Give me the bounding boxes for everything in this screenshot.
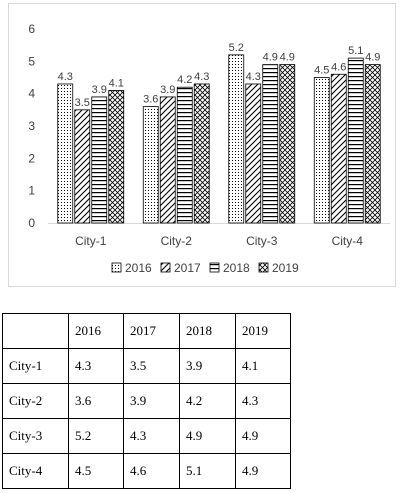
table-cell: City-2: [2, 383, 69, 419]
bar: [228, 54, 245, 224]
bar: [245, 83, 262, 224]
table-header-cell: [2, 313, 69, 349]
legend-label: 2018: [223, 261, 250, 275]
legend: 2016 2017 2018 2019: [111, 261, 299, 275]
bar: [279, 64, 296, 224]
bar: [364, 64, 381, 224]
table-row: City-1 4.3 3.5 3.9 4.1: [2, 348, 291, 384]
x-tick-label: City-1: [75, 234, 107, 248]
legend-label: 2016: [125, 261, 152, 275]
y-tick-label: 2: [28, 151, 35, 165]
data-label: 4.9: [365, 52, 380, 64]
table-cell: City-3: [2, 418, 69, 454]
table-header-cell: 2019: [235, 313, 291, 349]
data-label: 5.2: [229, 42, 244, 54]
table-cell: 4.9: [235, 453, 291, 489]
legend-swatch: [111, 262, 122, 273]
legend-swatch: [258, 262, 269, 273]
data-label: 3.6: [143, 94, 158, 106]
table-header-row: 2016 2017 2018 2019: [2, 313, 291, 349]
bar: [91, 96, 108, 224]
table-cell: 4.9: [179, 418, 236, 454]
table-cell: 4.3: [123, 418, 180, 454]
table-header-cell: 2017: [123, 313, 180, 349]
table-cell: 4.3: [68, 348, 124, 384]
table-cell: 4.5: [68, 453, 124, 489]
table-cell: 3.9: [123, 383, 180, 419]
table-cell: 4.6: [123, 453, 180, 489]
data-label: 4.3: [194, 71, 209, 83]
table-row: City-4 4.5 4.6 5.1 4.9: [2, 453, 291, 489]
data-label: 3.9: [160, 84, 175, 96]
data-label: 5.1: [348, 45, 363, 57]
data-label: 4.6: [331, 61, 346, 73]
data-label: 4.9: [280, 52, 295, 64]
bar: [74, 109, 91, 224]
table-cell: 4.1: [235, 348, 291, 384]
y-axis: 0 1 2 3 4 5 6: [28, 22, 35, 230]
table-cell: 3.5: [123, 348, 180, 384]
table-row: City-2 3.6 3.9 4.2 4.3: [2, 383, 291, 419]
bar: [142, 106, 159, 224]
bar: [330, 73, 347, 224]
data-label: 4.9: [263, 52, 278, 64]
data-label: 4.1: [109, 77, 124, 89]
table-cell: 3.9: [179, 348, 236, 384]
y-tick-label: 6: [28, 22, 35, 36]
table-cell: 5.1: [179, 453, 236, 489]
bar: [159, 96, 176, 224]
table-cell: 5.2: [68, 418, 124, 454]
bar: [108, 90, 125, 224]
data-label: 3.9: [92, 84, 107, 96]
table-cell: City-1: [2, 348, 69, 384]
legend-label: 2019: [272, 261, 299, 275]
table-cell: 4.9: [235, 418, 291, 454]
bar: [347, 57, 364, 224]
bars: [57, 54, 381, 224]
y-tick-label: 0: [28, 216, 35, 230]
data-label: 4.3: [246, 71, 261, 83]
data-labels: 4.33.53.94.13.63.94.2 4.35.24.34.9 4.94.5 4…: [58, 42, 381, 109]
table-header-cell: 2016: [68, 313, 124, 349]
legend-swatch: [209, 262, 220, 273]
table-header-cell: 2018: [179, 313, 236, 349]
y-tick-label: 4: [28, 87, 35, 101]
table-row: City-3 5.2 4.3 4.9 4.9: [2, 418, 291, 454]
data-label: 4.5: [314, 65, 329, 77]
table-cell: 4.3: [235, 383, 291, 419]
data-label: 4.2: [177, 74, 192, 86]
bar: [313, 77, 330, 224]
bar: [57, 83, 74, 224]
data-label: 4.3: [58, 71, 73, 83]
data-label: 3.5: [75, 97, 90, 109]
x-tick-label: City-4: [332, 234, 364, 248]
y-tick-label: 5: [28, 54, 35, 68]
y-tick-label: 1: [28, 184, 35, 198]
legend-label: 2017: [174, 261, 201, 275]
y-tick-label: 3: [28, 119, 35, 133]
data-table: 2016 2017 2018 2019 City-1 4.3 3.5 3.9 4…: [2, 313, 291, 489]
x-tick-label: City-3: [246, 234, 278, 248]
bar: [262, 64, 279, 224]
table-cell: 3.6: [68, 383, 124, 419]
legend-swatch: [160, 262, 171, 273]
bar: [176, 86, 193, 224]
x-tick-label: City-2: [161, 234, 193, 248]
table-cell: 4.2: [179, 383, 236, 419]
table-cell: City-4: [2, 453, 69, 489]
x-axis: City-1 City-2 City-3 City-4: [48, 223, 390, 248]
bar: [193, 83, 210, 224]
